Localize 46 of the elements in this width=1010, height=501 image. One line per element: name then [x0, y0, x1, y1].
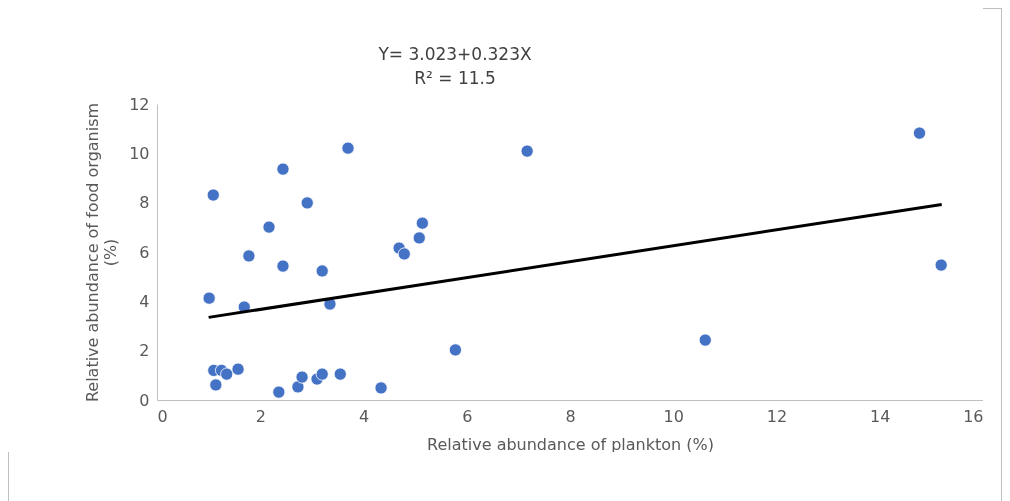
point — [912, 126, 927, 140]
x-tick-label: 6 — [462, 406, 473, 426]
x-tick-label: 16 — [963, 406, 984, 426]
x-tick-label: 10 — [663, 406, 684, 426]
point — [242, 249, 256, 263]
x-tick-label: 12 — [766, 406, 788, 426]
point — [300, 196, 314, 210]
point — [202, 291, 216, 305]
point — [295, 370, 309, 384]
x-tick-label: 4 — [358, 406, 370, 426]
x-axis-title: Relative abundance of plankton (%) — [427, 434, 714, 454]
point — [231, 362, 245, 376]
x-tick-label: 14 — [870, 406, 891, 426]
y-tick-label: 12 — [129, 94, 150, 114]
text: Y= 3.023+0.323X — [377, 44, 532, 64]
point — [520, 144, 534, 158]
point — [397, 247, 411, 261]
y-axis-title: Relative abundance of food organism (%) — [83, 102, 121, 403]
x-tick-label: 0 — [157, 406, 168, 426]
point — [333, 367, 347, 381]
point — [276, 162, 290, 176]
x-tick-label: 2 — [255, 406, 266, 426]
point — [220, 367, 234, 381]
point — [209, 378, 223, 392]
x-tick-label: 8 — [565, 406, 576, 426]
y-tick-label: 10 — [129, 143, 150, 163]
y-tick-label: 0 — [139, 390, 150, 410]
point — [415, 216, 429, 230]
point — [698, 333, 712, 347]
point — [374, 381, 388, 395]
point — [291, 380, 305, 394]
point — [412, 231, 426, 245]
point — [448, 343, 462, 357]
y-tick-label: 6 — [139, 242, 150, 262]
point — [315, 264, 329, 278]
point — [341, 141, 355, 155]
point — [262, 220, 276, 234]
point — [315, 367, 329, 381]
text: R² = 11.5 — [414, 68, 496, 88]
point — [934, 258, 948, 272]
point — [206, 188, 220, 202]
y-tick-label: 8 — [139, 193, 150, 213]
y-tick-label: 2 — [139, 341, 150, 361]
point — [272, 385, 286, 399]
y-tick-label: 4 — [139, 291, 150, 311]
point — [276, 259, 290, 273]
